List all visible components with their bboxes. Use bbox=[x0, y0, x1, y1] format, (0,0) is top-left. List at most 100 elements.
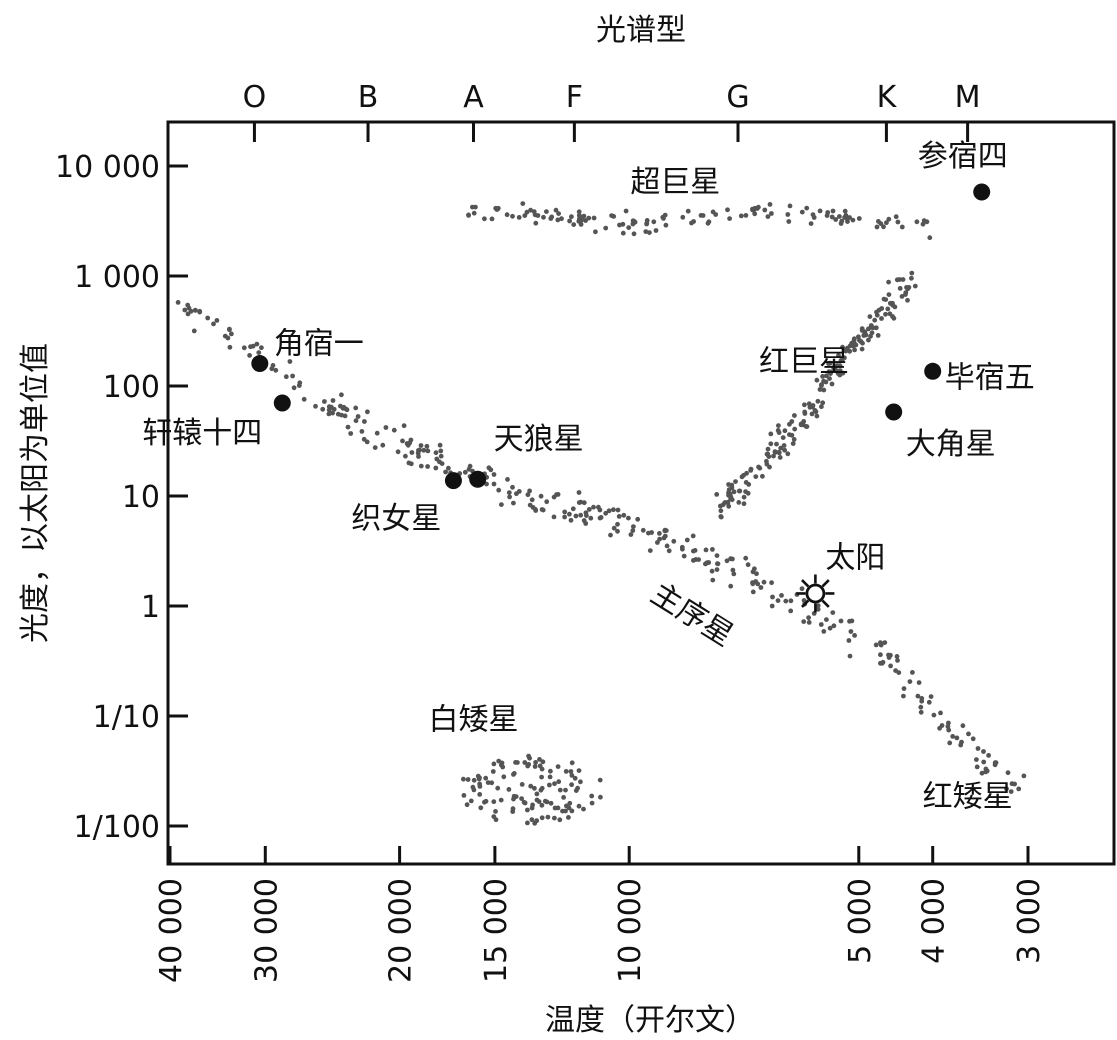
star-point bbox=[403, 453, 408, 459]
star-point bbox=[838, 618, 844, 624]
star-point bbox=[738, 213, 744, 219]
top-axis-title: 光谱型 bbox=[596, 13, 686, 48]
star-point bbox=[782, 428, 788, 434]
star-point bbox=[283, 374, 289, 380]
star-point bbox=[529, 817, 535, 823]
star-point bbox=[522, 213, 528, 219]
star-point bbox=[611, 525, 617, 531]
star-marker bbox=[273, 394, 291, 412]
x-tick-label: 3 000 bbox=[1012, 878, 1047, 964]
star-point bbox=[483, 775, 489, 781]
star-point bbox=[655, 540, 660, 545]
star-point bbox=[764, 461, 770, 467]
star-point bbox=[824, 213, 830, 219]
star-point bbox=[792, 413, 797, 418]
star-point bbox=[572, 775, 578, 781]
star-point bbox=[573, 788, 579, 793]
star-point bbox=[468, 798, 474, 804]
star-point bbox=[895, 219, 901, 225]
star-point bbox=[876, 219, 881, 224]
star-point bbox=[812, 408, 818, 413]
spectral-type-label: F bbox=[566, 80, 583, 115]
star-point bbox=[981, 749, 986, 754]
star-point bbox=[819, 404, 824, 410]
star-point bbox=[860, 340, 865, 346]
star-label: 大角星 bbox=[906, 427, 996, 462]
star-point bbox=[776, 430, 782, 435]
y-tick-label: 1/10 bbox=[93, 700, 160, 735]
star-point bbox=[726, 482, 731, 487]
star-point bbox=[843, 348, 849, 354]
star-point bbox=[229, 331, 234, 337]
star-point bbox=[562, 509, 568, 515]
star-point bbox=[241, 345, 247, 351]
star-point bbox=[878, 652, 883, 658]
star-point bbox=[563, 787, 568, 793]
star-point bbox=[482, 216, 487, 222]
star-point bbox=[852, 633, 857, 638]
star-point bbox=[657, 531, 662, 536]
star-point bbox=[1016, 786, 1022, 792]
star-point bbox=[214, 318, 220, 323]
star-point bbox=[847, 348, 853, 354]
star-point bbox=[353, 405, 359, 411]
star-point bbox=[511, 796, 516, 802]
star-label: 参宿四 bbox=[918, 139, 1008, 174]
star-point bbox=[470, 204, 475, 210]
star-point bbox=[471, 210, 477, 216]
star-point bbox=[287, 359, 293, 364]
y-tick-label: 100 bbox=[103, 370, 160, 405]
star-point bbox=[728, 494, 733, 499]
star-point bbox=[847, 215, 852, 220]
star-point bbox=[867, 314, 873, 319]
star-point bbox=[556, 211, 561, 217]
region-label: 超巨星 bbox=[630, 165, 720, 200]
star-point bbox=[540, 759, 546, 765]
star-point bbox=[748, 468, 754, 473]
star-point bbox=[499, 502, 504, 507]
star-point bbox=[539, 774, 544, 780]
star-point bbox=[981, 759, 987, 765]
star-point bbox=[182, 307, 188, 313]
star-point bbox=[788, 598, 794, 604]
star-point bbox=[491, 814, 497, 819]
star-point bbox=[462, 469, 468, 475]
star-point bbox=[874, 312, 880, 318]
star-point bbox=[821, 387, 827, 393]
star-point bbox=[554, 492, 559, 497]
star-point bbox=[569, 808, 575, 814]
star-point bbox=[733, 479, 738, 484]
star-point bbox=[760, 473, 765, 479]
star-point bbox=[666, 548, 672, 554]
star-point bbox=[787, 432, 792, 437]
star-point bbox=[752, 566, 757, 572]
star-point bbox=[685, 208, 691, 214]
star-point bbox=[814, 377, 820, 383]
y-tick-label: 1 000 bbox=[74, 260, 160, 295]
star-point bbox=[1005, 770, 1011, 776]
star-point bbox=[862, 330, 868, 336]
star-point bbox=[826, 361, 831, 367]
star-point bbox=[886, 279, 891, 285]
star-marker bbox=[924, 362, 942, 380]
star-point bbox=[443, 469, 448, 475]
star-point bbox=[823, 379, 829, 385]
star-point bbox=[525, 492, 531, 498]
star-label: 天狼星 bbox=[494, 422, 584, 457]
star-point bbox=[761, 579, 767, 585]
star-point bbox=[401, 423, 407, 429]
star-point bbox=[400, 438, 405, 444]
star-point bbox=[525, 807, 530, 813]
star-point bbox=[631, 524, 636, 529]
star-point bbox=[254, 341, 260, 347]
star-point bbox=[776, 423, 781, 428]
star-point bbox=[856, 334, 861, 340]
star-point bbox=[211, 321, 216, 327]
star-point bbox=[461, 776, 466, 782]
star-point bbox=[227, 327, 232, 333]
star-point bbox=[830, 208, 836, 214]
star-point bbox=[791, 437, 797, 442]
star-point bbox=[559, 216, 564, 222]
star-point bbox=[852, 347, 857, 353]
star-point bbox=[372, 445, 378, 450]
